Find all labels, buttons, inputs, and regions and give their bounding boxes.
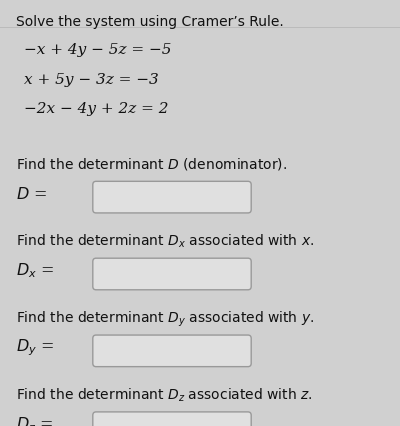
Text: Find the determinant $D$ (denominator).: Find the determinant $D$ (denominator). <box>16 155 287 171</box>
FancyBboxPatch shape <box>93 259 251 290</box>
Text: $D$ =: $D$ = <box>16 185 47 202</box>
FancyBboxPatch shape <box>93 335 251 367</box>
Text: −x + 4y − 5z = −5: −x + 4y − 5z = −5 <box>24 43 172 57</box>
Text: $D_y$ =: $D_y$ = <box>16 337 54 357</box>
Text: Solve the system using Cramer’s Rule.: Solve the system using Cramer’s Rule. <box>16 15 284 29</box>
Text: Find the determinant $D_x$ associated with $x$.: Find the determinant $D_x$ associated wi… <box>16 232 314 250</box>
Text: $D_z$ =: $D_z$ = <box>16 414 54 426</box>
FancyBboxPatch shape <box>93 182 251 213</box>
Text: Find the determinant $D_y$ associated with $y$.: Find the determinant $D_y$ associated wi… <box>16 309 314 328</box>
Text: −2x − 4y + 2z = 2: −2x − 4y + 2z = 2 <box>24 102 168 116</box>
Text: x + 5y − 3z = −3: x + 5y − 3z = −3 <box>24 72 159 86</box>
FancyBboxPatch shape <box>93 412 251 426</box>
Text: Find the determinant $D_z$ associated with $z$.: Find the determinant $D_z$ associated wi… <box>16 386 312 403</box>
Text: $D_x$ =: $D_x$ = <box>16 261 54 280</box>
